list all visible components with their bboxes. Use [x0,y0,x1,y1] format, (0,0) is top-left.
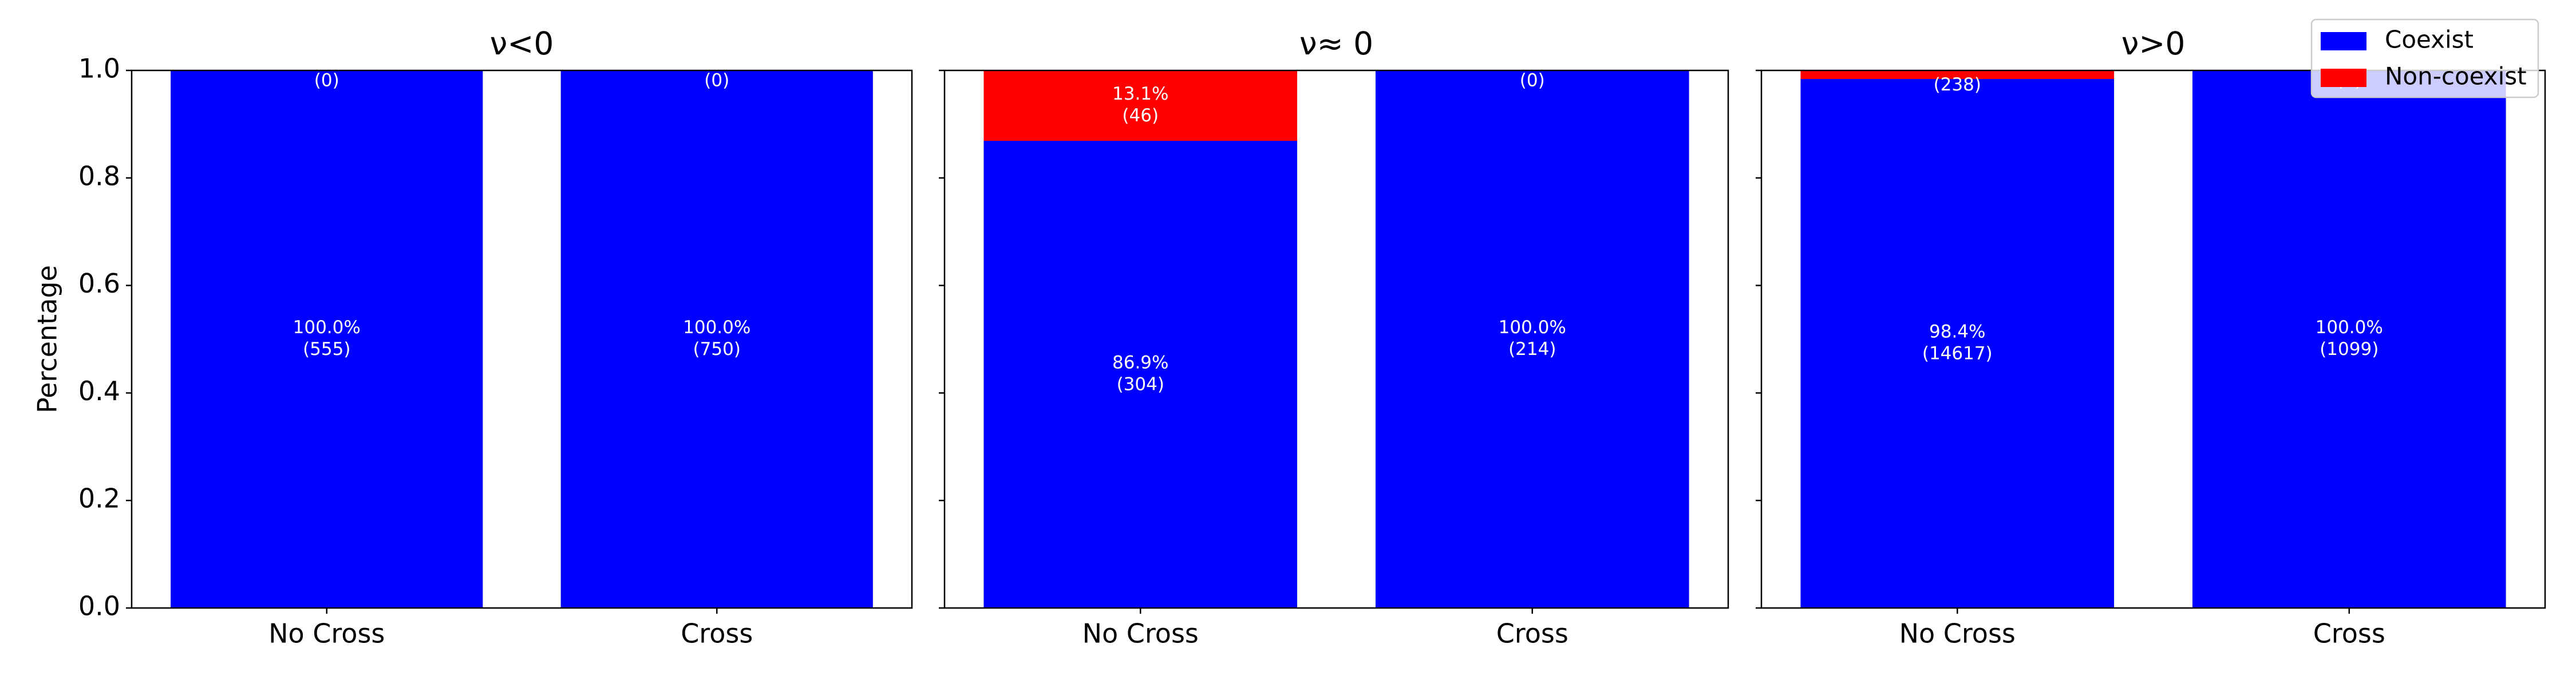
count-label: (238) [1934,74,1981,95]
bar-segment [1800,79,2115,609]
axes-frame [943,69,1729,609]
count-label: (214) [1508,339,1556,360]
y-tick-label: 0.0 [78,591,120,622]
count-label: (0) [1520,70,1545,91]
y-tick-label: 0.2 [78,483,120,514]
count-label: (304) [1117,374,1164,395]
legend: Coexist Non-coexist [2310,18,2539,98]
legend-label: Non-coexist [2385,62,2527,90]
value-label: 98.4% [1929,322,1985,342]
count-label: (46) [1122,105,1159,126]
x-tick-label: Cross [681,618,753,649]
y-axis-label: Percentage [32,265,63,413]
count-label: (0) [314,70,339,91]
bar-segment [1375,70,1689,608]
bar-segment [560,70,873,608]
y-tick-label: 0.4 [78,376,120,406]
x-tick-label: No Cross [268,618,385,649]
chart-title: ν<0 [490,25,554,62]
y-tick-label: 1.0 [78,53,120,84]
bar-segment [1800,70,2115,80]
count-label: (0) [704,70,729,91]
count-label: (750) [693,339,741,360]
bar-segment [983,70,1298,141]
legend-swatch [2321,69,2366,87]
count-label: (1099) [2320,339,2379,360]
x-tick-label: No Cross [1082,618,1199,649]
value-label: 100.0% [683,317,750,338]
value-label: 100.0% [1499,317,1566,338]
bar-segment [171,70,483,608]
x-tick-label: Cross [2313,618,2385,649]
count-label: (555) [303,339,350,360]
x-tick-label: No Cross [1899,618,2016,649]
bar-segment [2192,70,2506,608]
value-label: 13.1% [1112,84,1168,104]
legend-box [2310,18,2539,98]
chart-title: ν≈ 0 [1299,25,1373,62]
x-tick-label: Cross [1496,618,1568,649]
y-tick-label: 0.8 [78,160,120,191]
bar-segment [983,141,1298,608]
y-tick-label: 0.6 [78,268,120,299]
legend-label: Coexist [2385,26,2474,54]
value-label: 86.9% [1112,353,1168,373]
chart-title: ν>0 [2121,25,2186,62]
count-label: (14617) [1922,344,1993,364]
axes-frame [1760,69,2546,609]
axes-frame [131,69,913,609]
value-label: 100.0% [293,317,361,338]
legend-swatch [2321,32,2366,50]
value-label: 100.0% [2316,317,2383,338]
